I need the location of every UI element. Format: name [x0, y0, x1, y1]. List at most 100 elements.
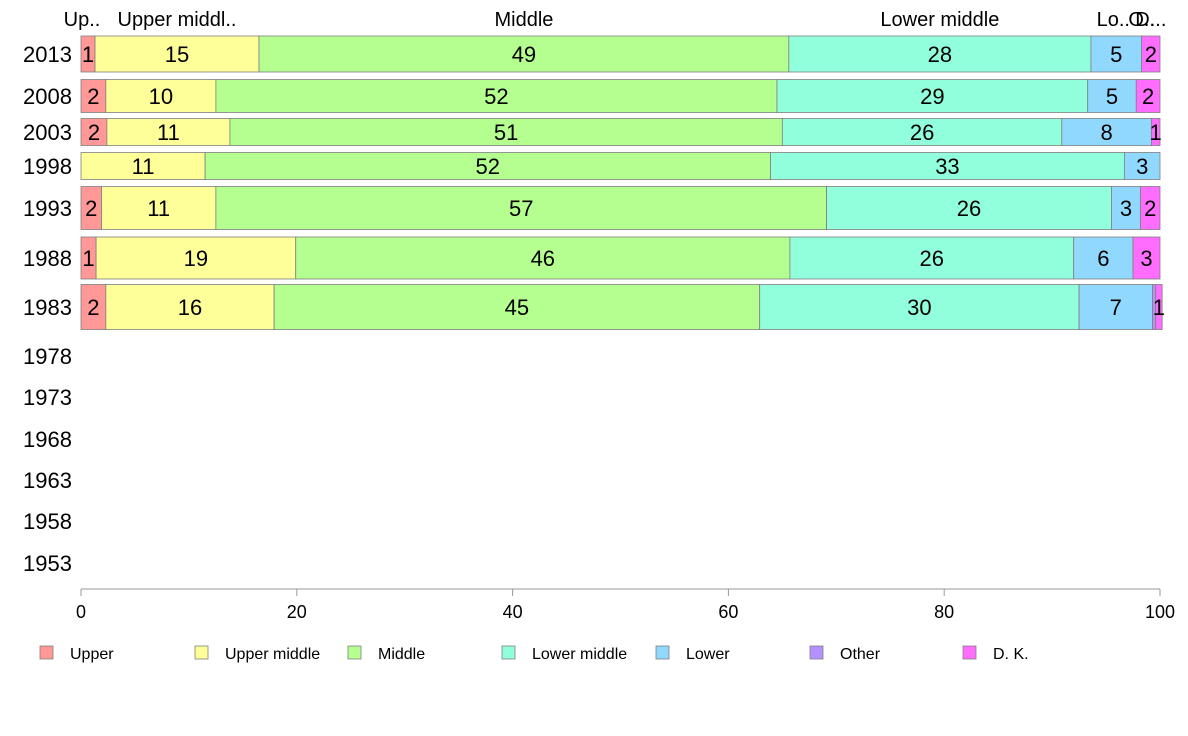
bar-segment [826, 186, 1112, 230]
data-label: 2 [87, 84, 99, 109]
bar-segment [105, 79, 217, 113]
year-label: 1968 [23, 427, 72, 452]
bar-segment [788, 35, 1092, 73]
year-label: 2013 [23, 42, 72, 67]
legend: Upper Upper middle Middle Lower middle Lower… [39, 645, 1029, 663]
legend-label: Upper middle [225, 646, 320, 663]
data-label: 5 [1106, 84, 1118, 109]
legend-swatch [655, 645, 670, 660]
legend-label: Lower middle [532, 646, 627, 663]
data-label: 5 [1110, 42, 1122, 67]
data-label: 10 [149, 84, 173, 109]
data-label: 52 [476, 154, 500, 179]
legend-item: D. K. [962, 645, 1029, 663]
year-label: 1993 [23, 196, 72, 221]
x-tick-label: 40 [503, 602, 523, 622]
bars: 1 15 49 28 5 22 10 52 29 5 22 11 51 26 8 111 52 33 32 11 57 2… [80, 35, 1165, 330]
data-label: 11 [147, 196, 170, 221]
bar-segment [781, 118, 1063, 146]
data-label: 19 [184, 246, 208, 271]
data-label: 2 [1144, 196, 1156, 221]
data-label: 28 [928, 42, 952, 67]
data-label: 7 [1110, 295, 1122, 320]
bar-segment [1135, 79, 1161, 113]
data-label: 26 [957, 196, 981, 221]
data-label: 33 [935, 154, 959, 179]
year-label: 1978 [23, 344, 72, 369]
column-header-labels: Up.. Upper middl.. Middle Lower middle Lo..O… [64, 9, 1167, 31]
legend-item: Lower [655, 645, 730, 663]
bar-segment [789, 236, 1075, 280]
bar-segment [215, 79, 778, 113]
x-tick-label: 60 [718, 602, 738, 622]
legend-item: Upper [39, 645, 114, 663]
data-label: 30 [907, 295, 931, 320]
data-label: 2 [1142, 84, 1154, 109]
data-label: 6 [1097, 246, 1109, 271]
data-label: 2 [85, 196, 97, 221]
year-label: 1998 [23, 154, 72, 179]
bar-segment [1140, 186, 1161, 230]
year-label: 1988 [23, 246, 72, 271]
data-label: 51 [494, 120, 518, 145]
data-label: 1 [1153, 295, 1165, 320]
data-label: 45 [505, 295, 529, 320]
bar-segment [1155, 284, 1163, 330]
legend-swatch [962, 645, 977, 660]
data-label: 46 [531, 246, 555, 271]
data-label: 11 [157, 120, 180, 145]
data-label: 3 [1120, 196, 1132, 221]
column-header-label: Up.. [64, 9, 101, 31]
bar-segment [1078, 284, 1153, 330]
bar-segment [204, 152, 771, 180]
legend-swatch [347, 645, 362, 660]
data-label: 16 [178, 295, 202, 320]
year-label: 1953 [23, 551, 72, 576]
bar-segment [776, 79, 1089, 113]
data-label: 29 [920, 84, 944, 109]
data-label: 49 [512, 42, 536, 67]
bar-segment [229, 118, 783, 146]
bar-segment [80, 152, 206, 180]
bar-segment [759, 284, 1080, 330]
legend-item: Middle [347, 645, 425, 663]
bar-segment [273, 284, 761, 330]
bar-segment [1111, 186, 1141, 230]
legend-label: Other [840, 646, 881, 663]
x-tick-label: 0 [76, 602, 86, 622]
data-label: 2 [88, 120, 100, 145]
column-header-label: Lower middle [880, 9, 999, 31]
data-label: 8 [1100, 120, 1112, 145]
x-axis-ticks: 0 20 40 60 80 100 [76, 589, 1175, 622]
column-header-label: Lo.. [1097, 9, 1130, 31]
data-label: 15 [165, 42, 189, 67]
legend-swatch [194, 645, 209, 660]
bar-segment [1123, 152, 1161, 180]
year-label: 1973 [23, 385, 72, 410]
data-label: 1 [82, 42, 94, 67]
legend-item: Upper middle [194, 645, 320, 663]
data-label: 52 [484, 84, 508, 109]
year-label: 2008 [23, 84, 72, 109]
legend-label: D. K. [993, 646, 1029, 663]
data-label: 26 [910, 120, 934, 145]
column-header-label: O.. [1128, 9, 1155, 31]
bar-segment [1141, 35, 1161, 73]
bar-segment [770, 152, 1125, 180]
legend-label: Middle [378, 646, 425, 663]
column-header-label: Upper middl.. [118, 9, 237, 31]
bar-segment [1132, 236, 1161, 280]
bar-segment [101, 186, 217, 230]
bar-segment [295, 236, 791, 280]
data-label: 11 [132, 154, 155, 179]
year-label: 1983 [23, 295, 72, 320]
bar-segment [215, 186, 827, 230]
bar-segment [1090, 35, 1143, 73]
bar-segment [1150, 118, 1161, 146]
data-label: 26 [920, 246, 944, 271]
x-tick-label: 80 [934, 602, 954, 622]
data-label: 57 [509, 196, 533, 221]
year-label: 1963 [23, 468, 72, 493]
bar-segment [95, 236, 297, 280]
